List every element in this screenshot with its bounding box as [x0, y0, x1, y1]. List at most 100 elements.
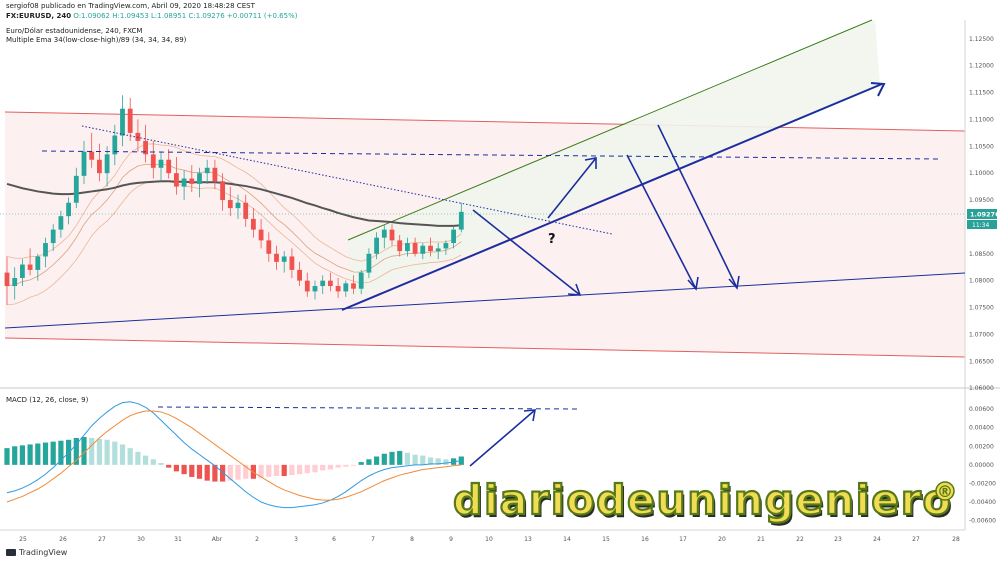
- symbol-label: FX:EURUSD, 240: [6, 12, 72, 20]
- candle-body: [374, 237, 379, 254]
- macd-histogram-bar: [443, 459, 449, 465]
- macd-histogram-bar: [212, 464, 218, 482]
- candle-body: [405, 243, 410, 252]
- macd-histogram-bar: [112, 441, 118, 465]
- scenario-arrows: [469, 124, 740, 467]
- time-tick-label: 13: [524, 536, 532, 543]
- candle-body: [81, 151, 87, 176]
- watermark-shadow: diariodeuningeniero: [455, 479, 954, 527]
- macd-histogram-bar: [397, 450, 403, 465]
- candle-body: [158, 159, 164, 168]
- red-channel-lower-line: [4, 337, 966, 358]
- candle-body: [50, 229, 56, 244]
- price-tick-label: 1.10000: [969, 170, 994, 177]
- macd-histogram-bar: [166, 464, 172, 468]
- macd-histogram-bar: [73, 437, 79, 465]
- macd-histogram: [4, 437, 464, 482]
- arrow-macd-up-head: [523, 409, 536, 422]
- macd-histogram-bar: [412, 454, 418, 465]
- macd-histogram-bar: [227, 464, 233, 481]
- candle-body: [397, 240, 403, 252]
- time-tick-label: 17: [679, 536, 687, 543]
- time-tick-label: 26: [59, 536, 67, 543]
- arrow-down-2-head: [687, 276, 699, 291]
- candle-body: [458, 211, 464, 230]
- macd-histogram-bar: [358, 462, 364, 465]
- macd-histogram-bar: [81, 437, 87, 465]
- macd-histogram-bar: [119, 444, 126, 465]
- ema34-band-0: [6, 143, 462, 262]
- macd-histogram-bar: [220, 464, 226, 482]
- green-trend-line: [347, 19, 873, 241]
- macd-histogram-bar: [89, 437, 95, 465]
- candle-body: [328, 280, 333, 287]
- candle-body: [73, 175, 79, 203]
- candle-body: [435, 248, 441, 252]
- time-tick-label: 21: [757, 536, 765, 543]
- candle-body: [166, 159, 172, 174]
- last-price-badge-bg: [967, 209, 997, 219]
- registered-mark-bg: [935, 481, 955, 501]
- macd-tick-label: -0.00200: [969, 480, 996, 487]
- macd-histogram-bar: [350, 464, 357, 466]
- arrow-down-1-head: [567, 283, 582, 296]
- macd-histogram-bar: [235, 464, 241, 480]
- ema-bands: [6, 143, 462, 306]
- timer-badge-bg: [967, 220, 997, 229]
- candle-body: [312, 286, 318, 292]
- tradingview-logo-text: TradingView: [19, 548, 68, 557]
- macd-histogram-bar: [389, 451, 395, 465]
- macd-histogram-bar: [96, 438, 102, 465]
- price-tick-label: 1.12500: [969, 36, 994, 43]
- candle-body: [381, 229, 387, 238]
- arrow-down-3-head: [728, 275, 740, 290]
- long-term-support-line: [4, 272, 966, 329]
- ascending-support-arrowhead: [870, 82, 886, 97]
- arrow-down-2: [626, 154, 697, 290]
- macd-lines: [6, 401, 462, 509]
- time-tick-label: 9: [449, 536, 453, 543]
- macd-tick-label: -0.00400: [969, 499, 996, 506]
- price-tick-label: 1.07500: [969, 305, 994, 312]
- candle-body: [251, 218, 256, 230]
- macd-histogram-bar: [204, 464, 210, 481]
- candle-body: [389, 229, 395, 241]
- tradingview-logo[interactable]: TradingView: [6, 548, 67, 557]
- question-mark: ?: [548, 232, 556, 247]
- time-tick-label: 25: [19, 536, 27, 543]
- candle-body: [335, 286, 341, 292]
- arrow-macd-up: [469, 409, 536, 467]
- price-tick-label: 1.06000: [969, 385, 994, 392]
- time-tick-label: 7: [371, 536, 375, 543]
- candle-body: [320, 280, 326, 287]
- ema34-band-2: [6, 181, 462, 306]
- ema89-line: [6, 180, 462, 227]
- candle-body: [174, 173, 179, 187]
- timer-badge: 11:34: [972, 222, 989, 229]
- price-tick-label: 1.09500: [969, 197, 994, 204]
- candle-body: [97, 159, 102, 174]
- time-tick-label: 27: [912, 536, 920, 543]
- macd-tick-label: -0.00600: [969, 518, 996, 525]
- time-tick-label: 27: [98, 536, 106, 543]
- candle-body: [197, 173, 202, 184]
- arrow-down-1: [472, 209, 581, 296]
- candle-body: [12, 277, 18, 287]
- candle-body: [428, 245, 433, 252]
- macd-histogram-bar: [420, 455, 426, 465]
- candle-body: [181, 178, 187, 187]
- price-tick-label: 1.08000: [969, 278, 994, 285]
- candle-body: [150, 154, 156, 168]
- candle-body: [304, 280, 310, 292]
- time-tick-label: 8: [410, 536, 414, 543]
- macd-histogram-bar: [297, 464, 303, 475]
- candle-body: [35, 256, 41, 270]
- macd-tick-label: 0.00000: [969, 462, 994, 469]
- macd-histogram-bar: [4, 448, 10, 465]
- macd-histogram-bar: [19, 445, 25, 465]
- candle-body: [443, 243, 449, 249]
- candle-body: [66, 202, 71, 217]
- price-tick-label: 1.08500: [969, 251, 994, 258]
- macd-histogram-bar: [343, 464, 349, 467]
- macd-label: MACD (12, 26, close, 9): [6, 396, 89, 404]
